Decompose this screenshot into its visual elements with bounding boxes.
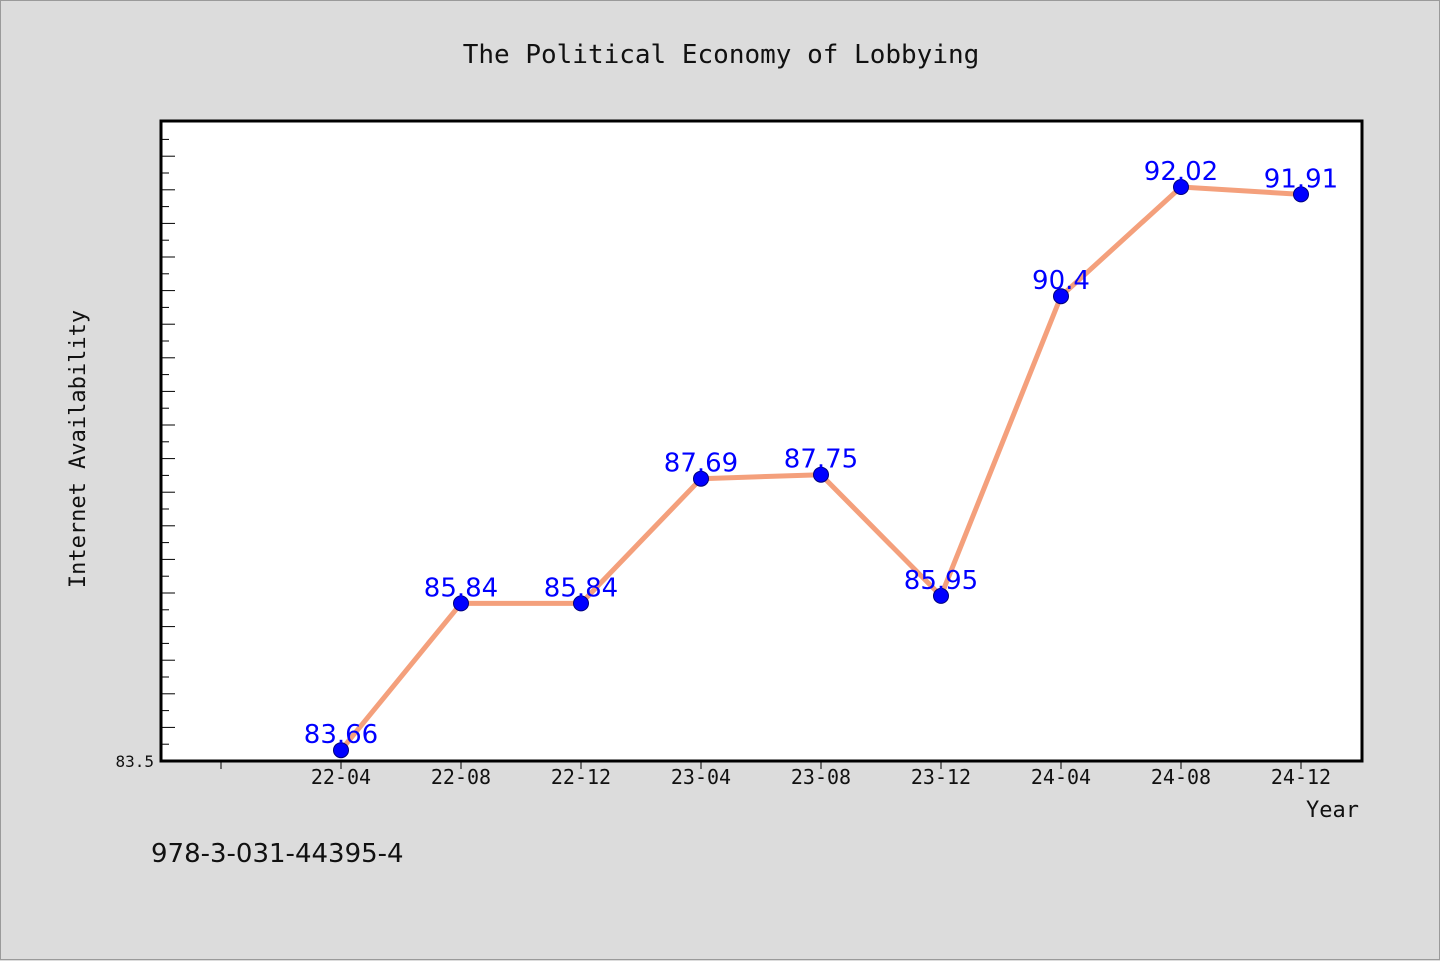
chart-title: The Political Economy of Lobbying bbox=[463, 40, 980, 70]
x-axis-title: Year bbox=[1306, 798, 1359, 823]
data-point-marker bbox=[933, 587, 949, 604]
data-point-marker bbox=[1173, 179, 1189, 195]
data-point-labels: 83.66 85.84 85.84 87.69 87.75 85.95 90.4 92.02 9… bbox=[304, 157, 1338, 750]
data-point-label: 87.75 bbox=[784, 445, 858, 475]
x-tick-label: 23-12 bbox=[911, 765, 971, 789]
data-point-label: 85.84 bbox=[544, 573, 618, 603]
x-tick-label: 24-12 bbox=[1271, 765, 1331, 789]
x-tick-label: 22-12 bbox=[551, 765, 611, 789]
data-point-marker bbox=[693, 470, 709, 487]
y-axis-minor-ticks bbox=[161, 138, 175, 762]
data-point-label: 83.66 bbox=[304, 720, 378, 750]
x-tick-label: 22-04 bbox=[311, 765, 371, 789]
data-point-marker bbox=[333, 742, 349, 759]
data-point-marker bbox=[453, 595, 469, 612]
data-point-label: 85.84 bbox=[424, 573, 498, 603]
plot-area bbox=[159, 119, 1364, 763]
x-tick-label: 23-04 bbox=[671, 765, 731, 789]
data-point-label: 91.91 bbox=[1264, 164, 1338, 194]
data-point-marker bbox=[1053, 288, 1069, 305]
data-point-marker bbox=[813, 466, 829, 483]
y-tick-label: 83.5 bbox=[115, 752, 154, 771]
y-axis-title: Internet Availability bbox=[66, 310, 91, 588]
x-tick-label: 23-08 bbox=[791, 765, 851, 789]
data-point-marker bbox=[1293, 186, 1309, 203]
x-tick-label: 22-08 bbox=[431, 765, 491, 789]
x-tick-label: 24-04 bbox=[1031, 765, 1091, 789]
data-point-label: 87.69 bbox=[664, 449, 738, 479]
x-tick-label: 24-08 bbox=[1151, 765, 1211, 789]
data-point-label: 90.4 bbox=[1032, 266, 1090, 296]
data-point-label: 92.02 bbox=[1144, 157, 1218, 187]
data-point-markers bbox=[333, 179, 1309, 759]
data-point-label: 85.95 bbox=[904, 566, 978, 596]
x-axis-tick-labels: 22-04 22-08 22-12 23-04 23-08 23-12 24-04 24-08… bbox=[311, 765, 1331, 789]
x-axis-ticks bbox=[220, 761, 1302, 769]
isbn-caption: 978-3-031-44395-4 bbox=[151, 839, 404, 869]
data-point-marker bbox=[573, 595, 589, 612]
